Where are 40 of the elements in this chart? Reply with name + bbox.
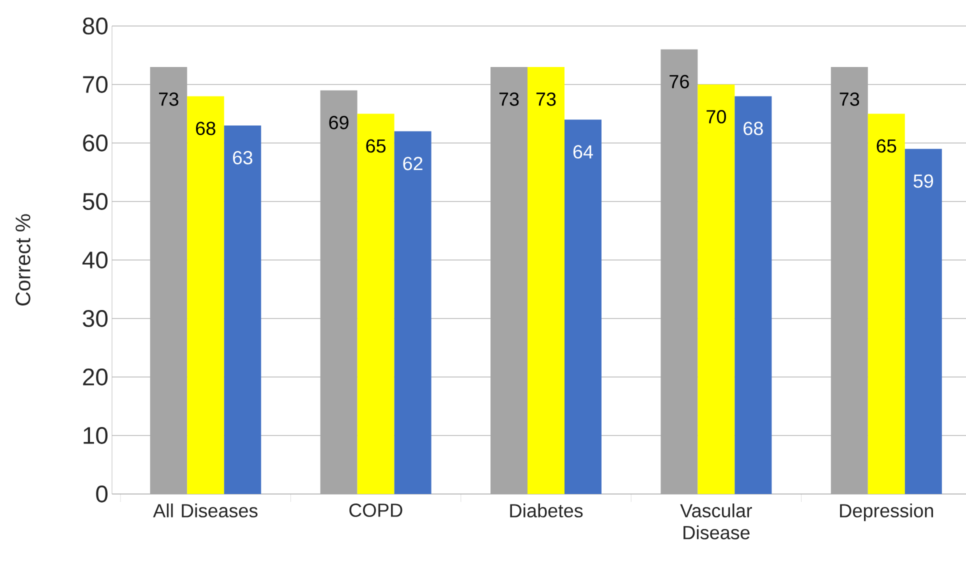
data-label: 65 bbox=[876, 139, 896, 153]
x-tick-label: All Diseases bbox=[153, 504, 258, 518]
bar bbox=[224, 125, 262, 494]
data-label: 76 bbox=[670, 74, 689, 88]
data-label: 73 bbox=[840, 92, 860, 106]
data-label: 70 bbox=[706, 110, 726, 124]
bar bbox=[394, 131, 432, 494]
y-tick-label: 50 bbox=[82, 193, 108, 210]
bar bbox=[564, 120, 602, 494]
y-tick-label: 70 bbox=[83, 76, 108, 93]
bar bbox=[868, 114, 905, 494]
bar bbox=[734, 96, 772, 494]
x-tick-label: COPD bbox=[349, 504, 402, 517]
data-label: 68 bbox=[196, 122, 216, 136]
x-tick-label: Vascular Disease bbox=[680, 504, 752, 540]
y-tick-label: 20 bbox=[83, 368, 108, 386]
y-tick-label: 30 bbox=[82, 310, 108, 327]
bar bbox=[357, 114, 394, 494]
data-label: 63 bbox=[233, 150, 252, 164]
data-label: 59 bbox=[914, 174, 934, 188]
bar bbox=[904, 148, 942, 494]
data-label: 69 bbox=[329, 116, 348, 130]
data-label: 64 bbox=[573, 145, 593, 159]
y-tick-label: 40 bbox=[82, 252, 108, 268]
data-label: 62 bbox=[403, 156, 422, 170]
data-label: 65 bbox=[366, 139, 386, 153]
y-tick-label: 10 bbox=[84, 427, 108, 444]
x-tick-label: Depression bbox=[840, 504, 934, 522]
x-tick-label: Diabetes bbox=[510, 504, 583, 518]
bar bbox=[698, 84, 735, 494]
y-tick-label: 60 bbox=[83, 134, 108, 152]
bar bbox=[528, 66, 565, 494]
data-label: 73 bbox=[499, 92, 519, 106]
y-tick-label: 0 bbox=[96, 486, 108, 502]
y-tick-label: 80 bbox=[82, 18, 108, 34]
data-label: 68 bbox=[744, 122, 763, 136]
data-label: 73 bbox=[536, 92, 556, 106]
y-axis-title: Correct % bbox=[16, 214, 30, 306]
bar bbox=[187, 96, 224, 494]
data-label: 73 bbox=[159, 92, 178, 106]
